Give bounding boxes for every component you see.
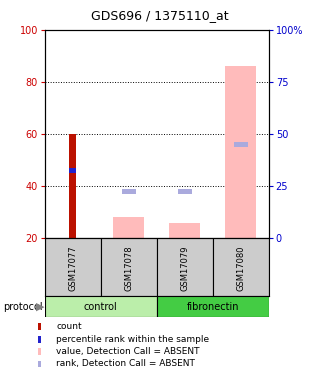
Text: ▶: ▶ bbox=[36, 302, 44, 312]
Bar bbox=[169, 222, 200, 238]
Bar bbox=[101, 238, 157, 296]
Text: percentile rank within the sample: percentile rank within the sample bbox=[56, 335, 209, 344]
Text: GSM17080: GSM17080 bbox=[236, 245, 245, 291]
Text: rank, Detection Call = ABSENT: rank, Detection Call = ABSENT bbox=[56, 359, 195, 368]
Bar bbox=[225, 66, 256, 238]
Text: GSM17079: GSM17079 bbox=[180, 245, 189, 291]
Bar bbox=[122, 189, 136, 194]
Bar bbox=[178, 189, 192, 194]
Text: GDS696 / 1375110_at: GDS696 / 1375110_at bbox=[91, 9, 229, 22]
Bar bbox=[157, 296, 269, 317]
Bar bbox=[213, 238, 269, 296]
Text: GSM17078: GSM17078 bbox=[124, 245, 133, 291]
Text: GSM17077: GSM17077 bbox=[68, 245, 77, 291]
Bar bbox=[69, 168, 76, 173]
Text: fibronectin: fibronectin bbox=[187, 302, 239, 312]
Bar bbox=[157, 238, 213, 296]
Bar bbox=[113, 217, 144, 238]
Text: count: count bbox=[56, 322, 82, 332]
Bar bbox=[45, 238, 101, 296]
Bar bbox=[234, 142, 248, 147]
Text: value, Detection Call = ABSENT: value, Detection Call = ABSENT bbox=[56, 347, 199, 356]
Bar bbox=[45, 296, 157, 317]
Text: protocol: protocol bbox=[3, 302, 43, 312]
Bar bbox=[69, 134, 76, 238]
Text: control: control bbox=[84, 302, 118, 312]
